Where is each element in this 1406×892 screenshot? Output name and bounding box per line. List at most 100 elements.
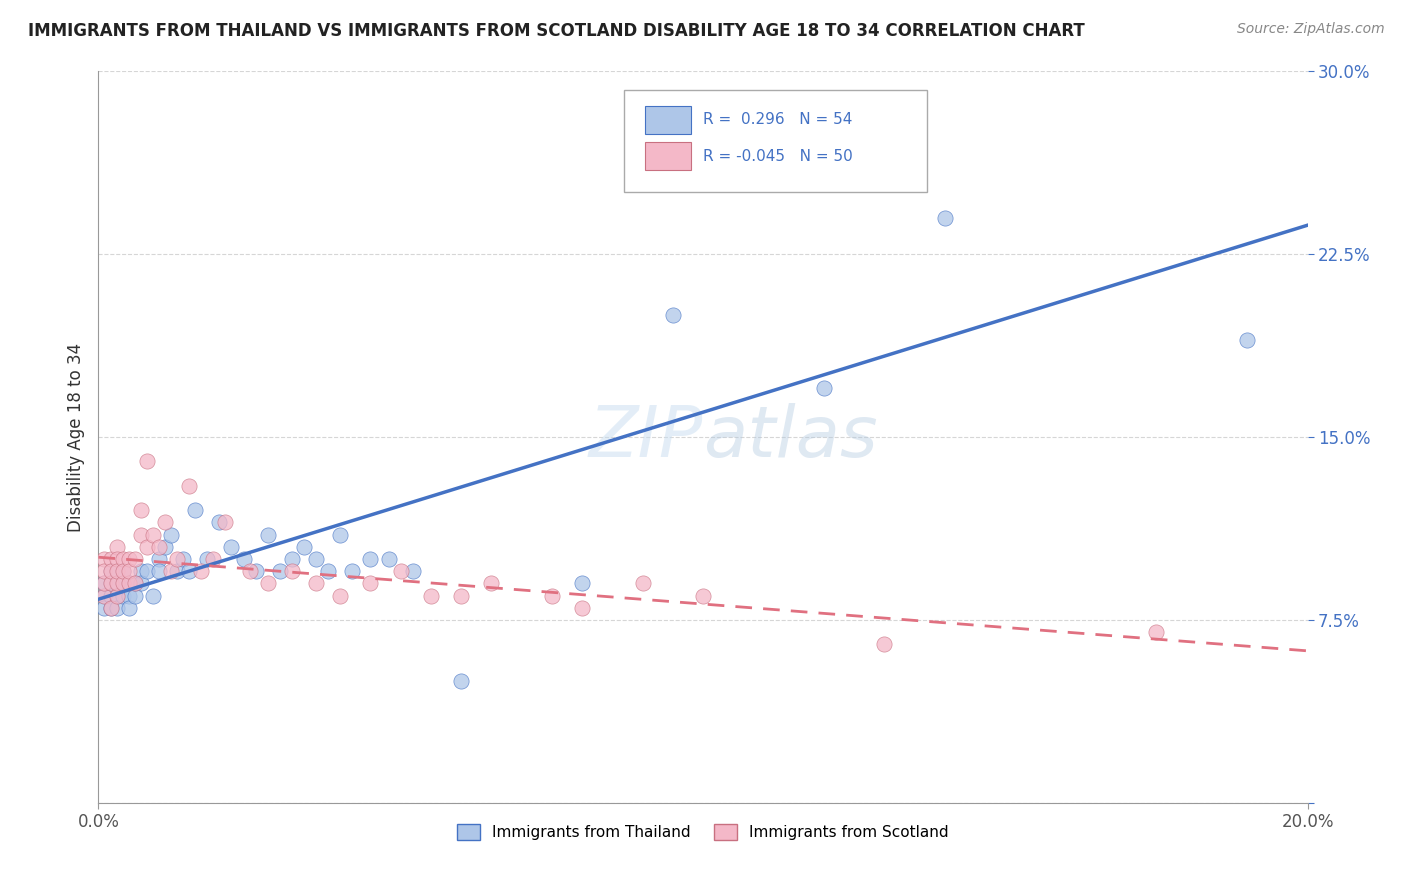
Point — [105, 576, 128, 591]
Point — [148, 552, 170, 566]
Point — [93, 576, 115, 591]
Point — [256, 527, 278, 541]
FancyBboxPatch shape — [645, 106, 690, 134]
Point — [420, 589, 443, 603]
Point — [661, 308, 683, 322]
Point — [232, 552, 254, 566]
Point — [179, 479, 201, 493]
Point — [195, 552, 218, 566]
Point — [160, 564, 183, 578]
Point — [124, 576, 146, 591]
Point — [118, 552, 141, 566]
Point — [292, 540, 315, 554]
Point — [172, 552, 194, 566]
Point — [100, 576, 122, 591]
Point — [377, 552, 399, 566]
Text: Source: ZipAtlas.com: Source: ZipAtlas.com — [1237, 22, 1385, 37]
Point — [450, 673, 472, 688]
Point — [111, 576, 134, 591]
Point — [118, 576, 141, 591]
Point — [129, 576, 152, 591]
Point — [118, 564, 141, 578]
Point — [105, 589, 128, 603]
Point — [111, 576, 134, 591]
Point — [100, 576, 122, 591]
Point — [135, 564, 157, 578]
Point — [184, 503, 207, 517]
Point — [135, 454, 157, 468]
Point — [100, 600, 122, 615]
Point — [692, 589, 714, 603]
Point — [281, 552, 304, 566]
Point — [105, 600, 128, 615]
Point — [118, 600, 141, 615]
Point — [190, 564, 212, 578]
FancyBboxPatch shape — [645, 143, 690, 170]
Point — [481, 576, 503, 591]
Point — [402, 564, 425, 578]
Point — [329, 527, 352, 541]
Point — [148, 540, 170, 554]
Point — [111, 589, 134, 603]
Point — [100, 589, 122, 603]
Point — [305, 552, 328, 566]
Point — [316, 564, 339, 578]
Legend: Immigrants from Thailand, Immigrants from Scotland: Immigrants from Thailand, Immigrants fro… — [451, 818, 955, 847]
Point — [93, 589, 115, 603]
Point — [135, 540, 157, 554]
Point — [153, 540, 176, 554]
Point — [93, 576, 115, 591]
Point — [342, 564, 364, 578]
Point — [105, 540, 128, 554]
Point — [214, 516, 236, 530]
Point — [111, 564, 134, 578]
Point — [105, 552, 128, 566]
Point — [269, 564, 291, 578]
Text: R = -0.045   N = 50: R = -0.045 N = 50 — [703, 149, 853, 164]
Point — [692, 137, 714, 152]
Text: IMMIGRANTS FROM THAILAND VS IMMIGRANTS FROM SCOTLAND DISABILITY AGE 18 TO 34 COR: IMMIGRANTS FROM THAILAND VS IMMIGRANTS F… — [28, 22, 1085, 40]
Text: atlas: atlas — [703, 402, 877, 472]
Point — [129, 503, 152, 517]
Point — [148, 564, 170, 578]
Point — [105, 589, 128, 603]
Point — [118, 589, 141, 603]
FancyBboxPatch shape — [624, 90, 927, 192]
Point — [571, 600, 593, 615]
Point — [100, 564, 122, 578]
Point — [129, 527, 152, 541]
Point — [1236, 333, 1258, 347]
Point — [93, 589, 115, 603]
Point — [305, 576, 328, 591]
Point — [179, 564, 201, 578]
Point — [105, 564, 128, 578]
Point — [934, 211, 956, 225]
Point — [124, 589, 146, 603]
Point — [256, 576, 278, 591]
Point — [100, 564, 122, 578]
Point — [153, 516, 176, 530]
Point — [111, 552, 134, 566]
Point — [389, 564, 412, 578]
Point — [813, 381, 835, 395]
Point — [93, 564, 115, 578]
Text: R =  0.296   N = 54: R = 0.296 N = 54 — [703, 112, 852, 128]
Point — [166, 552, 188, 566]
Point — [208, 516, 231, 530]
Point — [111, 564, 134, 578]
Point — [166, 564, 188, 578]
Point — [360, 576, 382, 591]
Point — [631, 576, 654, 591]
Point — [239, 564, 262, 578]
Point — [100, 552, 122, 566]
Point — [124, 552, 146, 566]
Point — [360, 552, 382, 566]
Y-axis label: Disability Age 18 to 34: Disability Age 18 to 34 — [66, 343, 84, 532]
Point — [571, 576, 593, 591]
Point — [100, 600, 122, 615]
Point — [1144, 625, 1167, 640]
Point — [142, 589, 165, 603]
Point — [129, 564, 152, 578]
Point — [93, 600, 115, 615]
Point — [281, 564, 304, 578]
